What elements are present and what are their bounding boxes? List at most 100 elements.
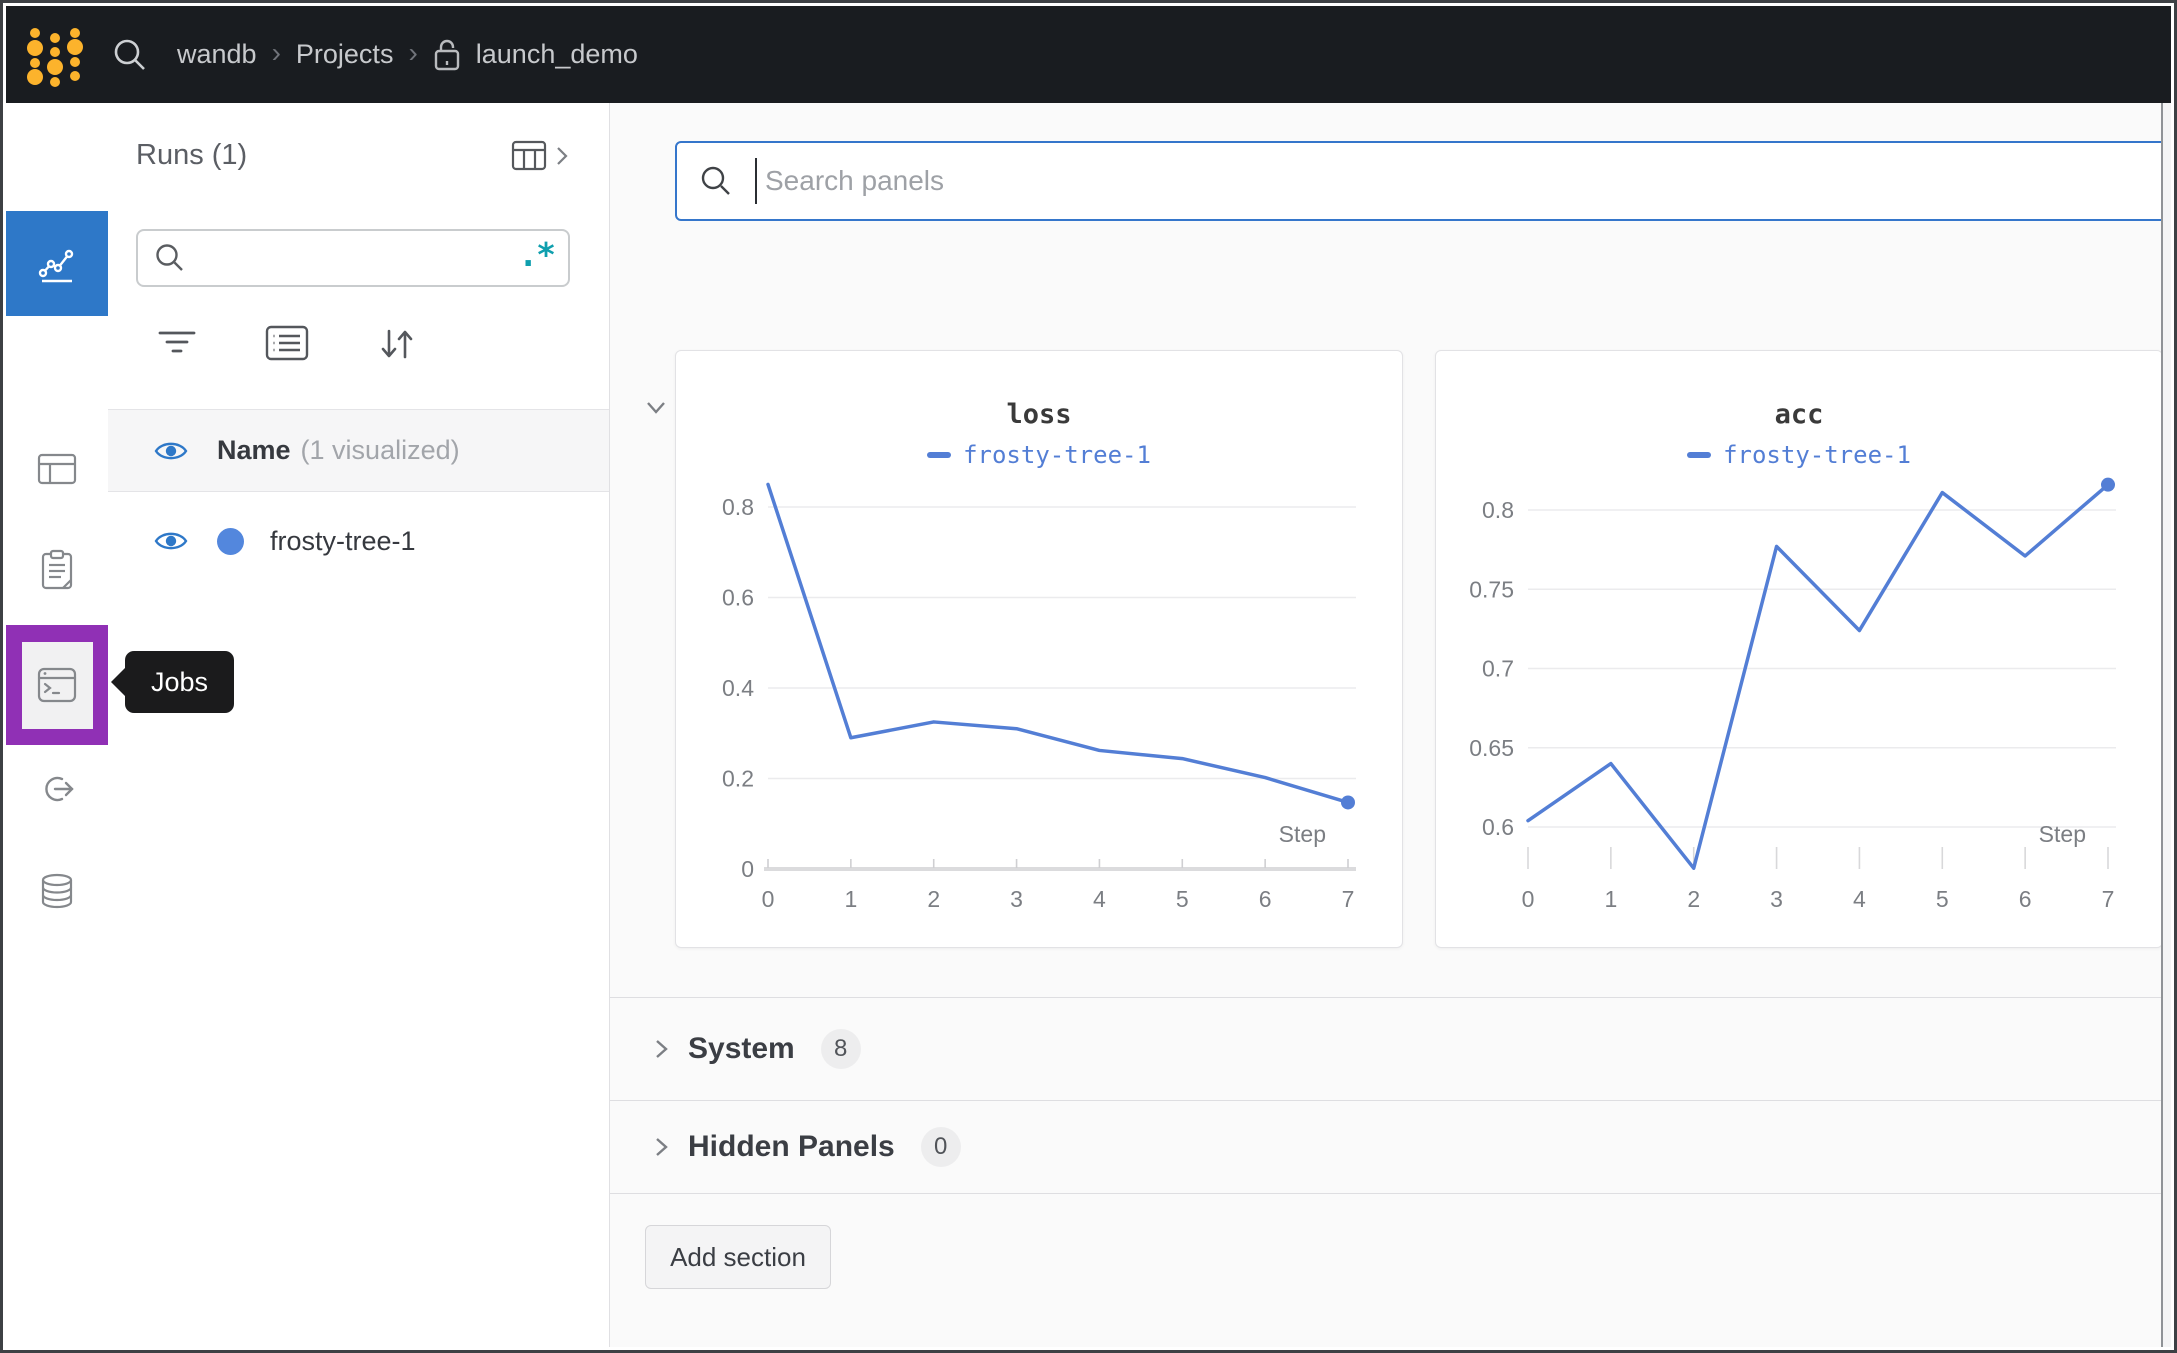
section-label: System [688, 1032, 795, 1065]
svg-text:6: 6 [2019, 886, 2032, 912]
breadcrumb-projects[interactable]: Projects [295, 39, 394, 69]
runs-search-input[interactable] [196, 242, 519, 274]
svg-text:0: 0 [741, 856, 754, 882]
add-section-button[interactable]: Add section [645, 1225, 831, 1289]
chevron-down-icon[interactable] [643, 394, 669, 420]
runs-panel-title: Runs (1) [136, 139, 248, 171]
run-name[interactable]: frosty-tree-1 [270, 525, 416, 556]
section-divider [610, 997, 2163, 998]
loss-line-chart: 0 0.2 0.4 0.6 0.8 0 1 2 3 4 5 6 7 Step [722, 482, 1356, 912]
run-color-dot[interactable] [217, 527, 244, 555]
expand-runs-table-button[interactable] [511, 139, 569, 173]
sidebar-item-workspace[interactable] [6, 211, 108, 316]
database-icon [41, 873, 73, 909]
run-row[interactable]: frosty-tree-1 [108, 493, 609, 589]
chevron-right-icon[interactable] [648, 1134, 674, 1160]
breadcrumb: wandb › Projects › launch_demo [177, 36, 638, 72]
svg-text:Step: Step [2039, 821, 2086, 847]
breadcrumb-project[interactable]: launch_demo [475, 39, 638, 69]
launch-arrow-icon [45, 776, 74, 802]
runs-toolbar [108, 315, 609, 375]
chart-panel-acc[interactable]: acc frosty-tree-1 0.6 0.65 0.7 0.75 0.8 0 1 2 3 4… [1435, 350, 2163, 948]
clipboard-icon [41, 549, 73, 590]
regex-toggle-icon[interactable]: .* [518, 234, 556, 274]
runs-header-row[interactable]: Name (1 visualized) [108, 409, 609, 492]
runs-search-box: .* [136, 229, 570, 287]
section-header-hidden-panels[interactable]: Hidden Panels 0 [648, 1123, 961, 1171]
svg-text:0.7: 0.7 [1482, 656, 1514, 682]
svg-text:4: 4 [1853, 886, 1866, 912]
svg-text:7: 7 [1342, 886, 1355, 912]
breadcrumb-separator: › [408, 36, 418, 68]
sidebar-item-reports[interactable] [6, 526, 108, 614]
table-icon [37, 453, 77, 485]
svg-text:0.75: 0.75 [1469, 576, 1514, 602]
list-icon[interactable] [264, 323, 310, 363]
terminal-icon [37, 667, 77, 703]
svg-text:0.6: 0.6 [722, 585, 754, 611]
vertical-scrollbar[interactable] [2161, 103, 2171, 1347]
runs-header-sublabel: (1 visualized) [300, 435, 460, 465]
runs-panel: Runs (1) .* [108, 103, 610, 1347]
panel-search-box [675, 141, 2171, 221]
search-icon [156, 244, 183, 271]
top-navbar: wandb › Projects › launch_demo [6, 6, 2171, 103]
chart-title: acc [1774, 399, 1824, 430]
wandb-logo-icon[interactable] [23, 19, 87, 91]
svg-text:6: 6 [1259, 886, 1272, 912]
panel-search-input[interactable] [763, 164, 2171, 198]
svg-text:0.8: 0.8 [1482, 497, 1514, 523]
sidebar-item-jobs[interactable] [21, 641, 93, 729]
text-caret [755, 158, 757, 204]
sidebar-item-artifacts[interactable] [6, 848, 108, 936]
svg-text:0.2: 0.2 [722, 766, 754, 792]
svg-text:0: 0 [762, 886, 775, 912]
legend-line-swatch [927, 452, 952, 458]
panels-workspace: Charts 2 loss frosty-tree-1 00.20.40.60.… [610, 103, 2171, 1347]
sort-icon[interactable] [374, 323, 420, 365]
jobs-tooltip-label: Jobs [151, 666, 209, 697]
svg-text:3: 3 [1770, 886, 1783, 912]
chevron-right-icon[interactable] [648, 1036, 674, 1062]
legend-run-name: frosty-tree-1 [963, 441, 1151, 469]
sidebar-item-jobs-highlight [6, 625, 108, 745]
chart-legend: frosty-tree-1 [1436, 441, 2162, 469]
jobs-tooltip: Jobs [125, 651, 235, 713]
lock-icon [433, 38, 461, 72]
search-icon[interactable] [111, 36, 149, 74]
svg-text:0.8: 0.8 [722, 494, 754, 520]
project-sidebar: i [6, 103, 109, 1347]
line-chart-icon [38, 249, 74, 282]
eye-icon[interactable] [153, 527, 189, 555]
chart-title: loss [1006, 399, 1072, 430]
svg-text:4: 4 [1093, 886, 1106, 912]
svg-text:5: 5 [1936, 886, 1949, 912]
chevron-right-icon [557, 147, 568, 165]
section-count-badge: 8 [820, 1029, 861, 1069]
section-divider [610, 1193, 2163, 1194]
section-header-system[interactable]: System 8 [648, 1025, 861, 1073]
section-divider [610, 1100, 2163, 1101]
svg-text:0: 0 [1522, 886, 1535, 912]
eye-icon[interactable] [153, 437, 189, 465]
table-expand-icon [511, 140, 547, 171]
svg-text:0.65: 0.65 [1469, 735, 1514, 761]
svg-text:2: 2 [927, 886, 940, 912]
runs-header-label: Name [217, 435, 291, 465]
section-label: Hidden Panels [688, 1130, 895, 1163]
acc-line-chart: 0.6 0.65 0.7 0.75 0.8 0 1 2 3 4 5 6 7 Step [1469, 477, 2116, 912]
sidebar-item-table[interactable] [6, 425, 108, 513]
chart-legend: frosty-tree-1 [676, 441, 1402, 469]
svg-text:5: 5 [1176, 886, 1189, 912]
legend-line-swatch [1687, 452, 1712, 458]
svg-text:2: 2 [1687, 886, 1700, 912]
filter-icon[interactable] [154, 323, 200, 363]
legend-run-name: frosty-tree-1 [1723, 441, 1911, 469]
svg-text:Step: Step [1279, 821, 1326, 847]
svg-text:3: 3 [1010, 886, 1023, 912]
chart-panel-loss[interactable]: loss frosty-tree-1 0 0.2 0.4 0.6 0.8 0 1 2 3 4 5 6 7… [675, 350, 1403, 948]
breadcrumb-entity[interactable]: wandb [177, 39, 257, 69]
svg-text:0.4: 0.4 [722, 675, 754, 701]
sidebar-item-automations[interactable] [6, 745, 108, 833]
svg-text:0.6: 0.6 [1482, 814, 1514, 840]
